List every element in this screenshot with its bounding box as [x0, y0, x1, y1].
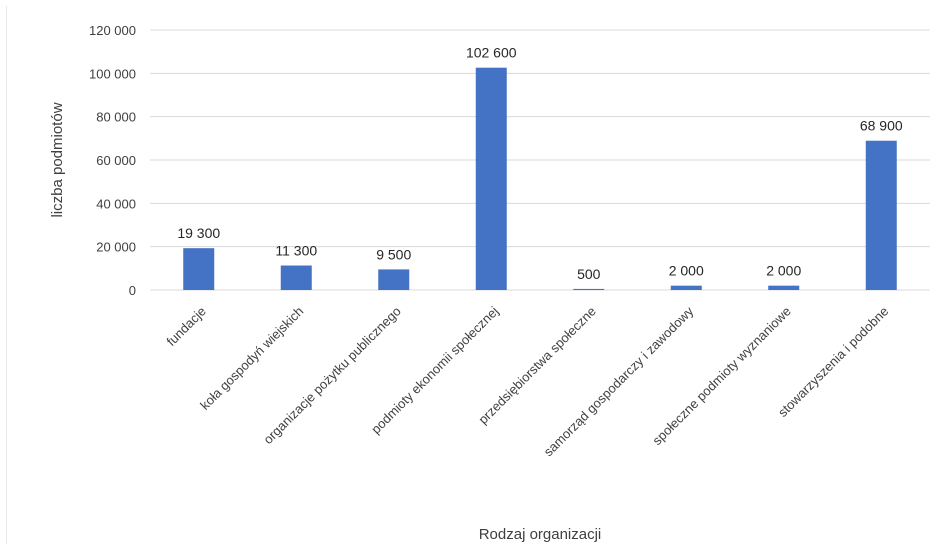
- y-tick-label: 0: [129, 283, 136, 298]
- y-axis-title: liczba podmiotów: [49, 102, 66, 217]
- bar: [378, 269, 410, 290]
- gridlines: [150, 29, 930, 291]
- data-label: 2 000: [766, 263, 801, 279]
- data-label: 2 000: [669, 263, 704, 279]
- bar: [475, 67, 507, 290]
- data-label: 9 500: [376, 246, 411, 262]
- y-tick-label: 40 000: [96, 196, 136, 211]
- y-tick-labels: 0 20 000 40 000 60 000 80 000 100 000 120 000: [89, 23, 136, 298]
- bar: [183, 248, 215, 290]
- data-label: 11 300: [275, 243, 317, 259]
- category-label: stowarzyszenia i podobne: [775, 304, 891, 420]
- category-label: fundacje: [164, 304, 209, 349]
- y-tick-label: 80 000: [96, 110, 136, 125]
- y-tick-label: 120 000: [89, 23, 136, 38]
- category-label: koła gospodyń wiejskich: [197, 304, 306, 413]
- data-label: 19 300: [177, 225, 220, 241]
- chart-frame: [6, 6, 945, 544]
- data-labels: 19 300 11 300 9 500 102 600 500 2 000 2 000 68 …: [177, 45, 903, 282]
- data-label: 68 900: [860, 118, 903, 134]
- data-label: 500: [577, 266, 601, 282]
- bars: [183, 67, 897, 290]
- bar: [670, 285, 702, 290]
- bar: [865, 140, 897, 290]
- bar: [768, 285, 800, 290]
- bar: [573, 288, 605, 290]
- y-tick-label: 60 000: [96, 153, 136, 168]
- x-axis-title: Rodzaj organizacji: [479, 526, 602, 543]
- bar: [280, 265, 312, 290]
- data-label: 102 600: [466, 45, 517, 61]
- y-tick-label: 20 000: [96, 240, 136, 255]
- y-tick-label: 100 000: [89, 66, 136, 81]
